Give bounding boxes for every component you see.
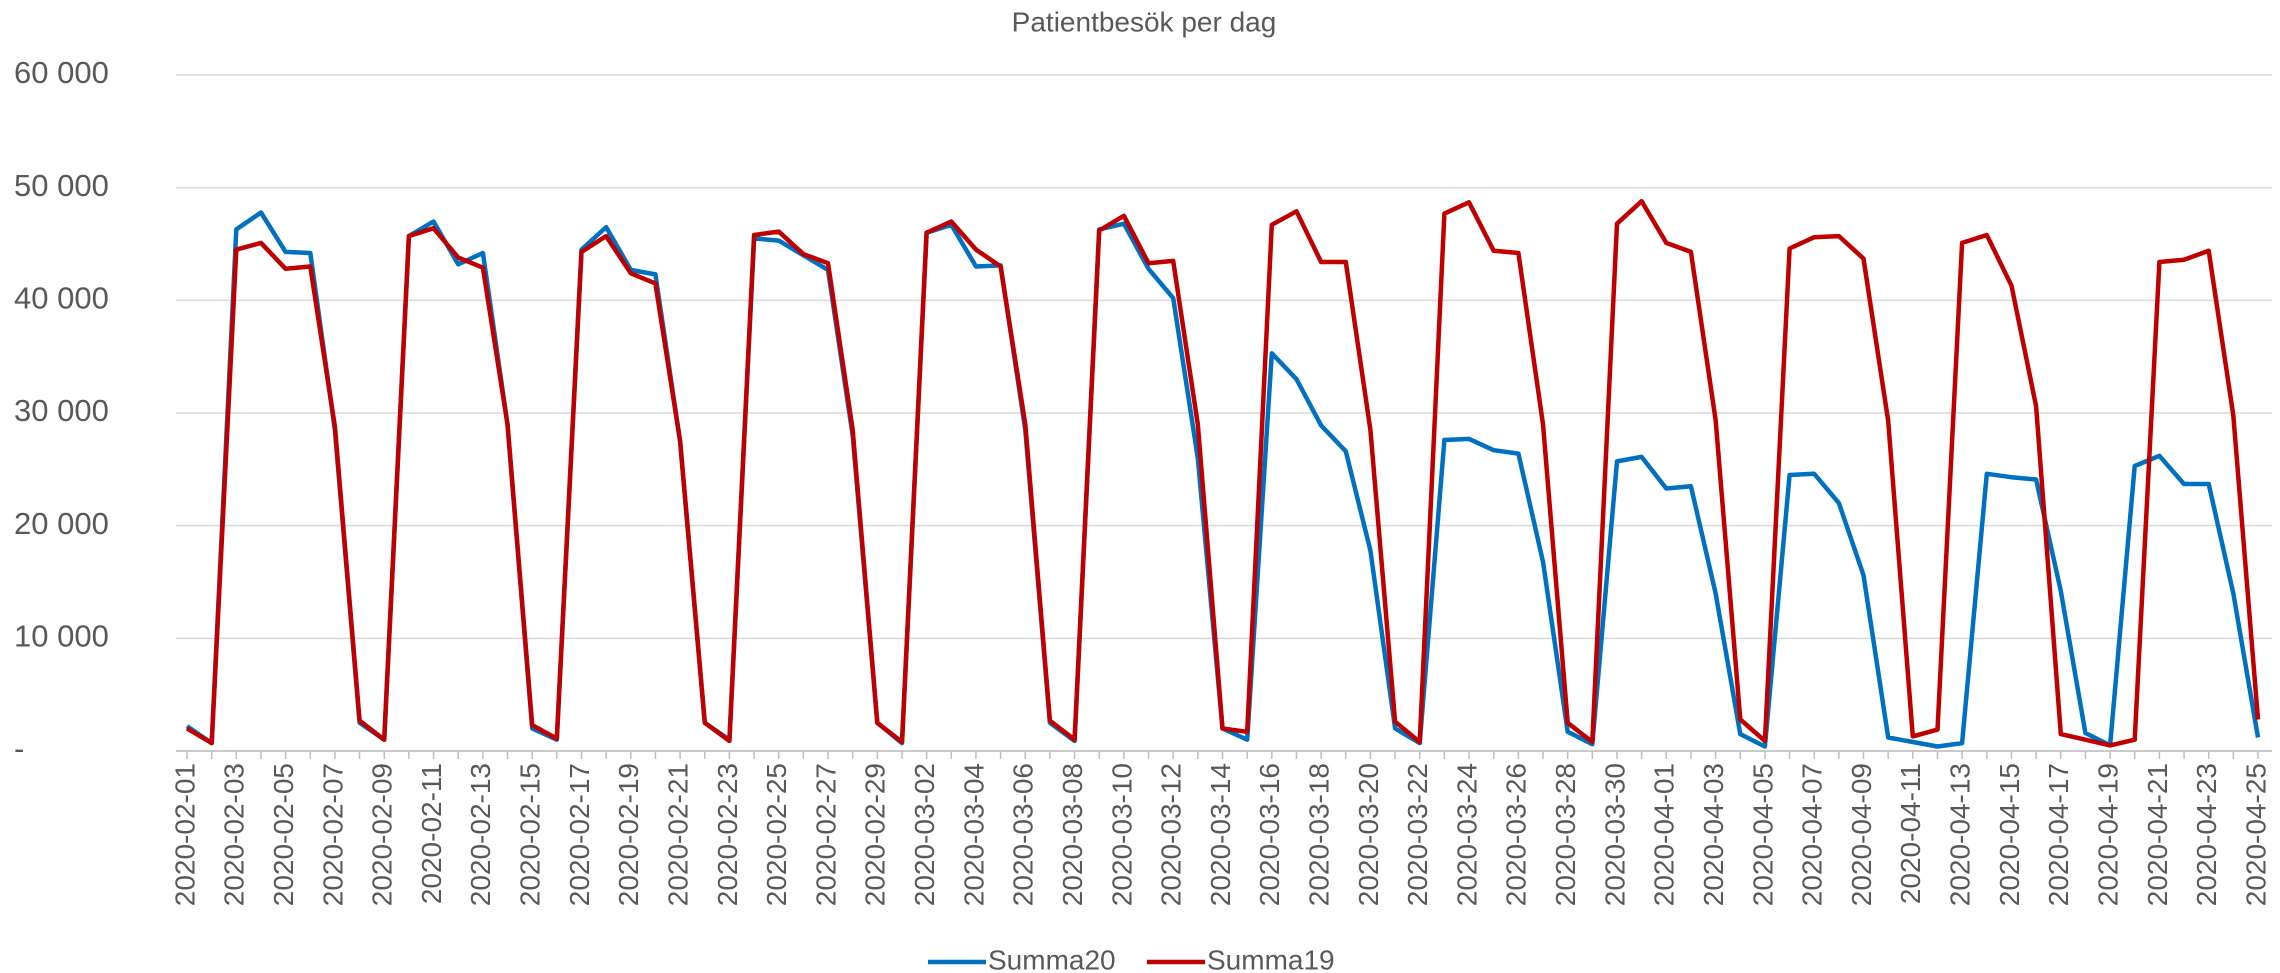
x-tick-label: 2020-03-28 [1550,763,1581,906]
x-tick-label: 2020-04-07 [1797,763,1828,906]
x-tick-label: 2020-03-16 [1254,763,1285,906]
x-tick-label: 2020-02-17 [564,763,595,906]
x-tick-label: 2020-03-18 [1304,763,1335,906]
x-tick-label: 2020-02-15 [515,763,546,906]
x-tick-label: 2020-04-09 [1846,763,1877,906]
x-tick-label: 2020-02-07 [317,763,348,906]
x-tick-label: 2020-03-26 [1501,763,1532,906]
x-tick-label: 2020-04-21 [2142,763,2173,906]
chart-title: Patientbesök per dag [1012,6,1277,37]
y-tick-label: 30 000 [14,393,109,428]
y-tick-label: 60 000 [14,55,109,90]
x-tick-label: 2020-02-13 [465,763,496,906]
x-tick-label: 2020-04-03 [1698,763,1729,906]
y-tick-label: 20 000 [14,506,109,541]
x-tick-label: 2020-03-10 [1106,763,1137,906]
x-tick-label: 2020-04-25 [2240,763,2271,906]
x-tick-label: 2020-03-08 [1057,763,1088,906]
x-tick-label: 2020-04-23 [2191,763,2222,906]
x-tick-label: 2020-02-19 [613,763,644,906]
series-line [185,210,2261,749]
x-tick-label: 2020-04-05 [1747,763,1778,906]
x-tick-label: 2020-04-15 [1994,763,2025,906]
y-tick-label: 50 000 [14,168,109,203]
x-tick-label: 2020-04-17 [2043,763,2074,906]
x-tick-label: 2020-04-13 [1945,763,1976,906]
x-tick-label: 2020-02-01 [169,763,200,906]
x-tick-label: 2020-04-01 [1649,763,1680,906]
x-tick-label: 2020-03-30 [1599,763,1630,906]
x-tick-label: 2020-03-04 [958,763,989,906]
x-tick-label: 2020-04-19 [2092,763,2123,906]
x-tick-label: 2020-03-06 [1008,763,1039,906]
x-tick-label: 2020-02-29 [860,763,891,906]
legend-label: Summa20 [988,944,1116,973]
x-tick-label: 2020-02-23 [712,763,743,906]
x-tick-label: 2020-03-24 [1451,763,1482,906]
x-tick-label: 2020-02-25 [761,763,792,906]
x-tick-label: 2020-03-14 [1205,763,1236,906]
x-tick-label: 2020-03-22 [1402,763,1433,906]
x-tick-label: 2020-02-27 [810,763,841,906]
x-tick-label: 2020-02-03 [219,763,250,906]
x-tick-label: 2020-03-02 [909,763,940,906]
x-tick-label: 2020-02-05 [268,763,299,906]
x-tick-label: 2020-04-11 [1895,763,1926,904]
series-line [185,198,2261,748]
y-tick-label: 10 000 [14,619,109,654]
y-tick-label: - [14,731,24,766]
x-tick-label: 2020-02-09 [367,763,398,906]
x-tick-label: 2020-02-21 [662,763,693,906]
y-tick-label: 40 000 [14,281,109,316]
x-tick-label: 2020-03-20 [1353,763,1384,906]
x-tick-label: 2020-03-12 [1156,763,1187,906]
legend-label: Summa19 [1207,944,1335,973]
x-tick-label: 2020-02-11 [416,763,447,904]
